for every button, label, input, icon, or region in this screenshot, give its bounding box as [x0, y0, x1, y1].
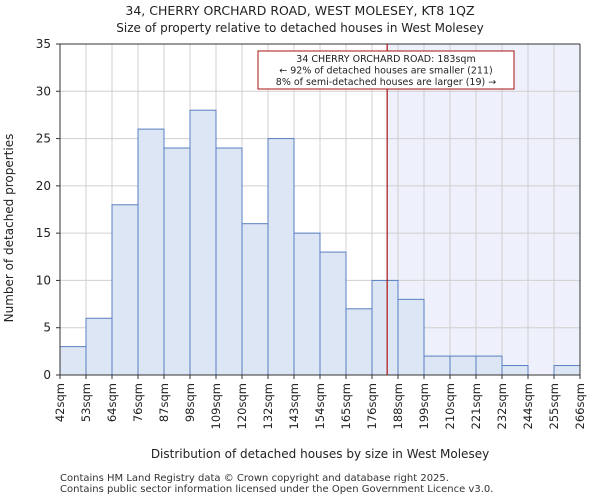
annotation-title: 34 CHERRY ORCHARD ROAD: 183sqm	[296, 54, 475, 65]
x-tick-label: 266sqm	[573, 383, 587, 429]
x-tick-label: 143sqm	[287, 383, 301, 429]
x-tick-label: 132sqm	[261, 383, 275, 429]
x-tick-label: 154sqm	[313, 383, 327, 429]
histogram-bar	[319, 251, 347, 376]
x-tick-label: 98sqm	[183, 383, 197, 422]
histogram-bar	[293, 232, 321, 376]
histogram-bar	[137, 128, 165, 376]
y-tick-label: 35	[36, 37, 51, 51]
x-tick-label: 210sqm	[443, 383, 457, 429]
histogram-bar	[189, 109, 217, 376]
x-tick-label: 64sqm	[105, 383, 119, 422]
x-tick-label: 199sqm	[417, 383, 431, 429]
histogram-bar	[85, 317, 113, 376]
y-tick-label: 0	[43, 368, 51, 382]
x-tick-label: 42sqm	[53, 383, 67, 422]
x-tick-label: 221sqm	[469, 383, 483, 429]
y-tick-label: 20	[36, 179, 51, 193]
chart-title: 34, CHERRY ORCHARD ROAD, WEST MOLESEY, K…	[125, 3, 474, 18]
x-tick-label: 188sqm	[391, 383, 405, 429]
x-tick-label: 176sqm	[365, 383, 379, 429]
footer-copyright: Contains HM Land Registry data © Crown c…	[60, 473, 449, 484]
y-tick-label: 15	[36, 226, 51, 240]
histogram-bar	[59, 346, 87, 376]
y-tick-label: 5	[43, 321, 51, 335]
annotation-box	[257, 50, 515, 90]
histogram-bar	[345, 308, 373, 376]
histogram-bar	[423, 355, 451, 376]
annotation-larger: 8% of semi-detached houses are larger (1…	[276, 77, 496, 88]
histogram-bar	[215, 147, 243, 376]
x-tick-label: 53sqm	[79, 383, 93, 422]
x-tick-label: 165sqm	[339, 383, 353, 429]
x-tick-label: 87sqm	[157, 383, 171, 422]
y-axis-label: Number of detached properties	[2, 134, 16, 323]
histogram-bar	[267, 138, 295, 376]
x-tick-label: 255sqm	[547, 383, 561, 429]
x-tick-label: 109sqm	[209, 383, 223, 429]
histogram-bar	[501, 365, 529, 376]
x-tick-label: 232sqm	[495, 383, 509, 429]
y-tick-label: 25	[36, 132, 51, 146]
x-tick-label: 244sqm	[521, 383, 535, 429]
y-tick-label: 30	[36, 84, 51, 98]
footer-licence: Contains public sector information licen…	[60, 484, 494, 495]
x-tick-label: 76sqm	[131, 383, 145, 422]
histogram-bar	[241, 223, 269, 376]
histogram-bar	[449, 355, 477, 376]
histogram-bar	[163, 147, 191, 376]
chart-subtitle: Size of property relative to detached ho…	[116, 21, 484, 35]
histogram-bar	[475, 355, 503, 376]
x-tick-label: 120sqm	[235, 383, 249, 429]
annotation-smaller: ← 92% of detached houses are smaller (21…	[279, 66, 492, 77]
histogram-bar	[553, 365, 581, 376]
y-tick-label: 10	[36, 273, 51, 287]
x-axis-label: Distribution of detached houses by size …	[151, 447, 489, 461]
histogram-bar	[397, 298, 425, 376]
histogram-bar	[111, 204, 139, 376]
histogram-bar	[371, 279, 399, 376]
